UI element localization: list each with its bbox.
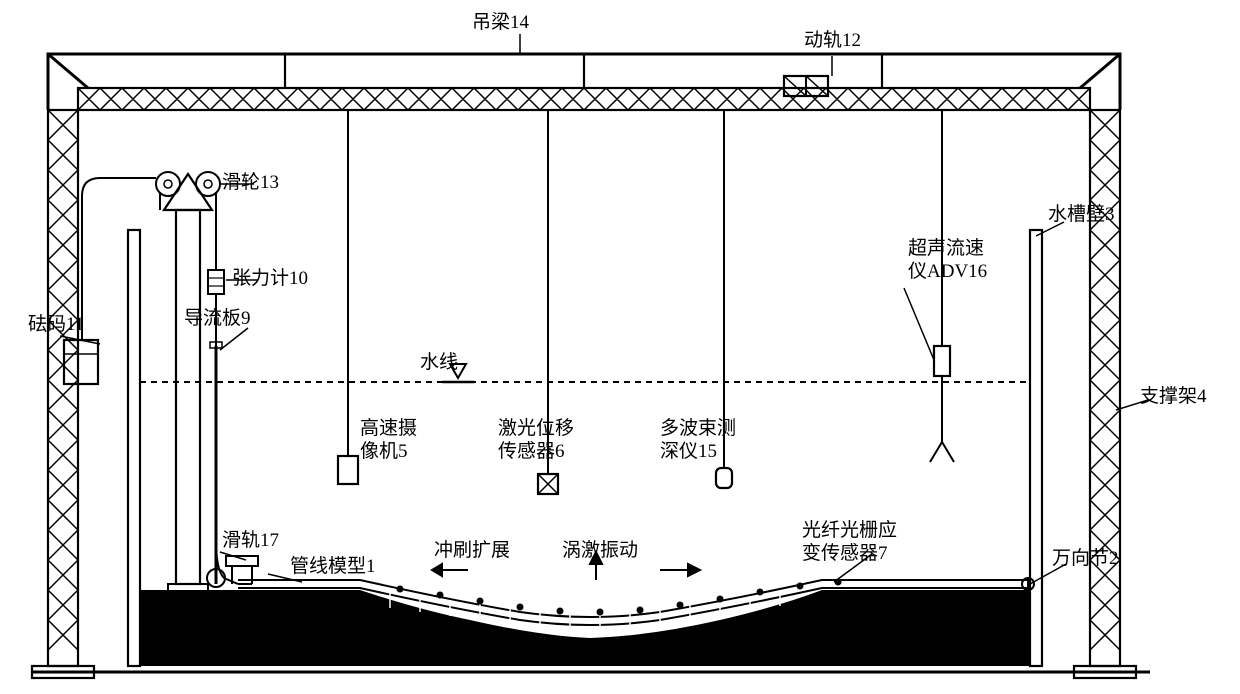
label-viv: 涡激振动 (562, 540, 638, 563)
label-hanging-beam: 吊梁14 (472, 12, 529, 35)
label-weight: 砝码11 (28, 314, 84, 337)
schematic-svg (0, 0, 1240, 694)
label-slide-rail: 滑轨17 (222, 530, 279, 553)
label-pipe-model: 管线模型1 (290, 556, 376, 579)
label-baffle: 导流板9 (184, 308, 251, 331)
label-fbg: 光纤光栅应变传感器7 (802, 520, 897, 566)
label-waterline: 水线 (420, 352, 458, 375)
diagram-root: 吊梁14 动轨12 滑轮13 张力计10 砝码11 导流板9 水线 高速摄像机5… (0, 0, 1240, 694)
label-moving-rail: 动轨12 (804, 30, 861, 53)
label-adv: 超声流速仪ADV16 (908, 238, 987, 284)
label-support-frame: 支撑架4 (1140, 386, 1207, 409)
label-laser: 激光位移传感器6 (498, 418, 574, 464)
label-universal-joint: 万向节2 (1052, 548, 1119, 571)
label-scour: 冲刷扩展 (434, 540, 510, 563)
label-multibeam: 多波束测深仪15 (660, 418, 736, 464)
label-pulley-bottom: 滑轮13 (152, 610, 190, 656)
label-tension-meter: 张力计10 (232, 268, 308, 291)
label-tank-wall: 水槽壁3 (1048, 204, 1115, 227)
label-pulley-top: 滑轮13 (222, 172, 279, 195)
label-camera: 高速摄像机5 (360, 418, 417, 464)
